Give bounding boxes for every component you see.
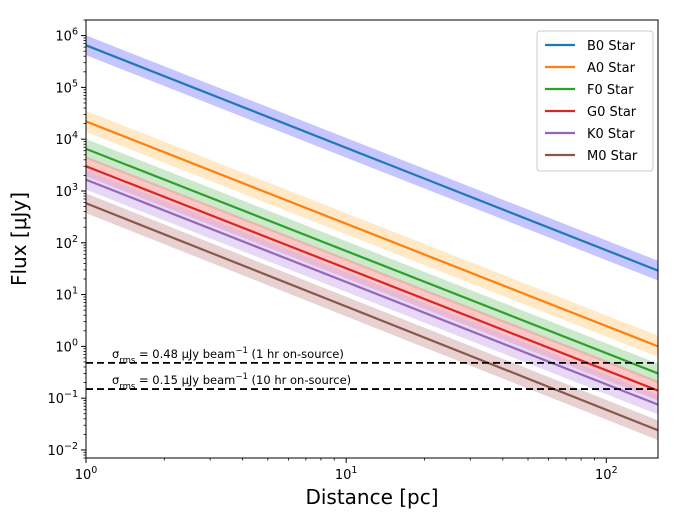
legend: B0 Star A0 Star F0 Star G0 Star K0 Star M0 St… [536, 30, 654, 172]
y-tick-label-4: 102 [55, 234, 78, 252]
plot-frame [85, 19, 659, 459]
y-tick-label-1: 10−1 [47, 389, 78, 407]
y-axis-label: Flux [μJy] [7, 192, 31, 286]
y-tick-label-8: 106 [55, 27, 78, 45]
y-tick-label-5: 103 [55, 182, 78, 200]
y-tick-label-3: 101 [55, 286, 78, 304]
series-line-2 [86, 147, 658, 375]
x-tick-label-1: 101 [335, 465, 358, 483]
series-line-5 [86, 202, 658, 432]
y-tick-label-2: 100 [55, 337, 78, 355]
series-line-0 [86, 44, 658, 272]
legend-label-2: F0 Star [587, 83, 634, 98]
threshold-label-1: σrms = 0.15 μJy beam−1 (10 hr on-source) [112, 372, 351, 392]
series-line-4 [86, 178, 658, 406]
x-tick-label-0: 100 [75, 465, 98, 483]
legend-label-0: B0 Star [587, 39, 636, 54]
y-tick-label-6: 104 [55, 130, 78, 148]
legend-label-1: A0 Star [587, 61, 636, 76]
legend-label-5: M0 Star [587, 149, 638, 164]
legend-label-4: K0 Star [587, 127, 635, 142]
x-tick-label-2: 102 [595, 465, 618, 483]
x-axis-label: Distance [pc] [305, 485, 438, 509]
legend-label-3: G0 Star [587, 105, 637, 120]
series-line-1 [86, 120, 658, 348]
threshold-label-0: σrms = 0.48 μJy beam−1 (1 hr on-source) [112, 346, 344, 366]
y-tick-label-7: 105 [55, 78, 78, 96]
y-tick-label-0: 10−2 [47, 441, 78, 459]
series-line-3 [86, 165, 658, 392]
